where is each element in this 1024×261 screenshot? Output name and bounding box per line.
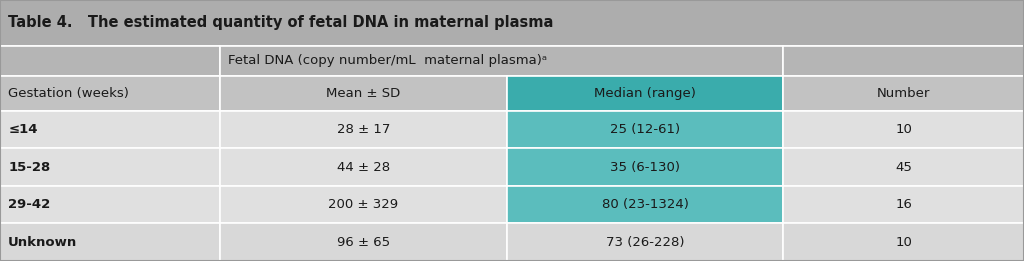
Bar (220, 76, 507, 111)
Bar (0, 186, 220, 223)
Text: 29-42: 29-42 (8, 198, 50, 211)
Text: Fetal DNA (copy number/mL  maternal plasma)ᵃ: Fetal DNA (copy number/mL maternal plasm… (228, 54, 548, 67)
Bar (783, 76, 1024, 111)
Text: 35 (6-130): 35 (6-130) (610, 161, 680, 174)
Text: Gestation (weeks): Gestation (weeks) (8, 87, 129, 100)
Text: 16: 16 (895, 198, 912, 211)
Text: Unknown: Unknown (8, 236, 78, 249)
Text: ≤14: ≤14 (8, 123, 38, 136)
Bar (783, 111, 1024, 148)
Text: Number: Number (877, 87, 931, 100)
Bar (0, 223, 220, 261)
Text: 28 ± 17: 28 ± 17 (337, 123, 390, 136)
Bar (0, 76, 220, 111)
Bar (783, 148, 1024, 186)
Bar (220, 223, 507, 261)
Text: 10: 10 (895, 123, 912, 136)
Bar (783, 223, 1024, 261)
Bar (220, 46, 783, 76)
Bar (507, 76, 783, 111)
Bar (507, 223, 783, 261)
Bar (0, 111, 220, 148)
Bar (783, 186, 1024, 223)
Text: 45: 45 (895, 161, 912, 174)
Text: 25 (12-61): 25 (12-61) (610, 123, 680, 136)
Text: 15-28: 15-28 (8, 161, 50, 174)
Text: 80 (23-1324): 80 (23-1324) (602, 198, 688, 211)
Bar (507, 186, 783, 223)
Bar (783, 46, 1024, 76)
Bar (220, 111, 507, 148)
Bar (220, 148, 507, 186)
Text: Table 4.   The estimated quantity of fetal DNA in maternal plasma: Table 4. The estimated quantity of fetal… (8, 15, 554, 30)
Bar (0, 0, 1024, 46)
Text: Median (range): Median (range) (594, 87, 696, 100)
Bar (507, 148, 783, 186)
Text: 10: 10 (895, 236, 912, 249)
Text: 73 (26-228): 73 (26-228) (606, 236, 684, 249)
Text: Mean ± SD: Mean ± SD (327, 87, 400, 100)
Bar (0, 46, 220, 76)
Bar (0, 148, 220, 186)
Text: 44 ± 28: 44 ± 28 (337, 161, 390, 174)
Bar (220, 186, 507, 223)
Text: 200 ± 329: 200 ± 329 (329, 198, 398, 211)
Bar (507, 111, 783, 148)
Text: 96 ± 65: 96 ± 65 (337, 236, 390, 249)
